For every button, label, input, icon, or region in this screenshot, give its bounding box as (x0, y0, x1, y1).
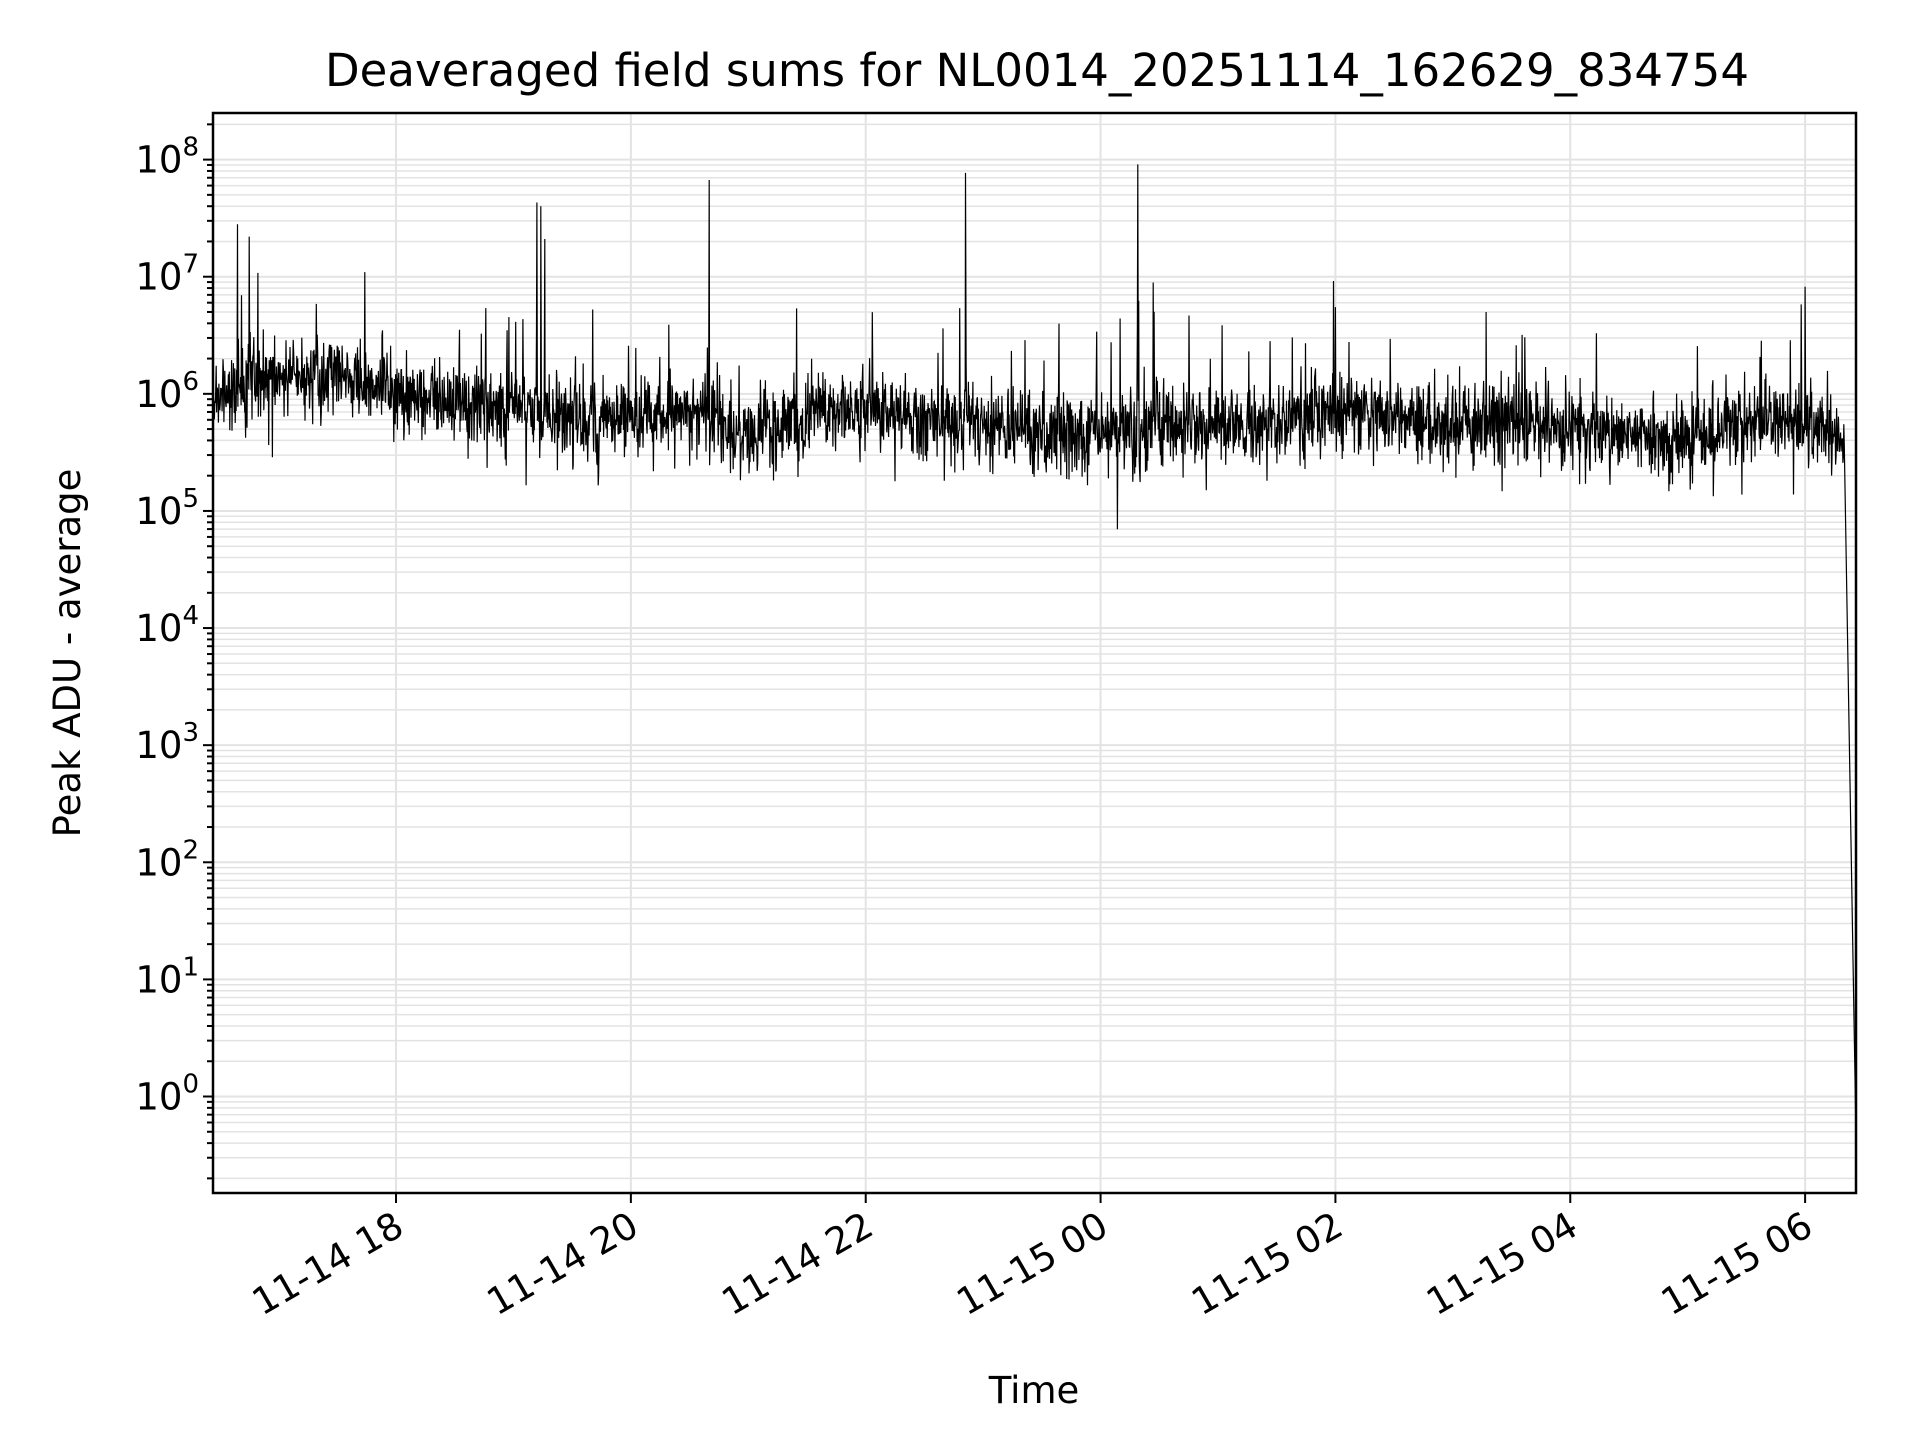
y-tick-label: 101 (135, 952, 199, 1001)
y-axis-label: Peak ADU - average (46, 469, 89, 838)
x-axis: 11-14 18 11-14 20 11-14 22 11-15 00 11-15 02… (245, 1193, 1820, 1324)
plot-frame (211, 111, 1858, 1195)
y-axis: 100 101 102 103 104 105 106 107 108 (135, 123, 213, 1180)
x-tick-label: 11-14 18 (245, 1204, 411, 1324)
x-tick-label: 11-15 06 (1654, 1204, 1820, 1324)
y-tick-label: 105 (135, 484, 199, 533)
y-tick-label: 107 (135, 250, 199, 299)
y-tick-label: 100 (135, 1070, 199, 1119)
y-tick-label: 102 (135, 835, 199, 884)
y-tick-label: 106 (135, 367, 199, 416)
y-tick-label: 108 (135, 133, 199, 182)
x-tick-label: 11-15 00 (949, 1204, 1115, 1324)
y-tick-label: 104 (135, 601, 199, 650)
x-tick-label: 11-15 02 (1184, 1204, 1350, 1324)
x-tick-label: 11-14 22 (715, 1204, 881, 1324)
series-line (212, 164, 1857, 1138)
x-tick-label: 11-15 04 (1419, 1204, 1585, 1324)
series-layer (212, 164, 1857, 1138)
x-axis-label: Time (988, 1369, 1080, 1412)
x-tick-label: 11-14 20 (480, 1204, 646, 1324)
chart-title: Deaveraged field sums for NL0014_2025111… (325, 44, 1749, 97)
y-tick-label: 103 (135, 718, 199, 767)
grid (213, 113, 1856, 1193)
